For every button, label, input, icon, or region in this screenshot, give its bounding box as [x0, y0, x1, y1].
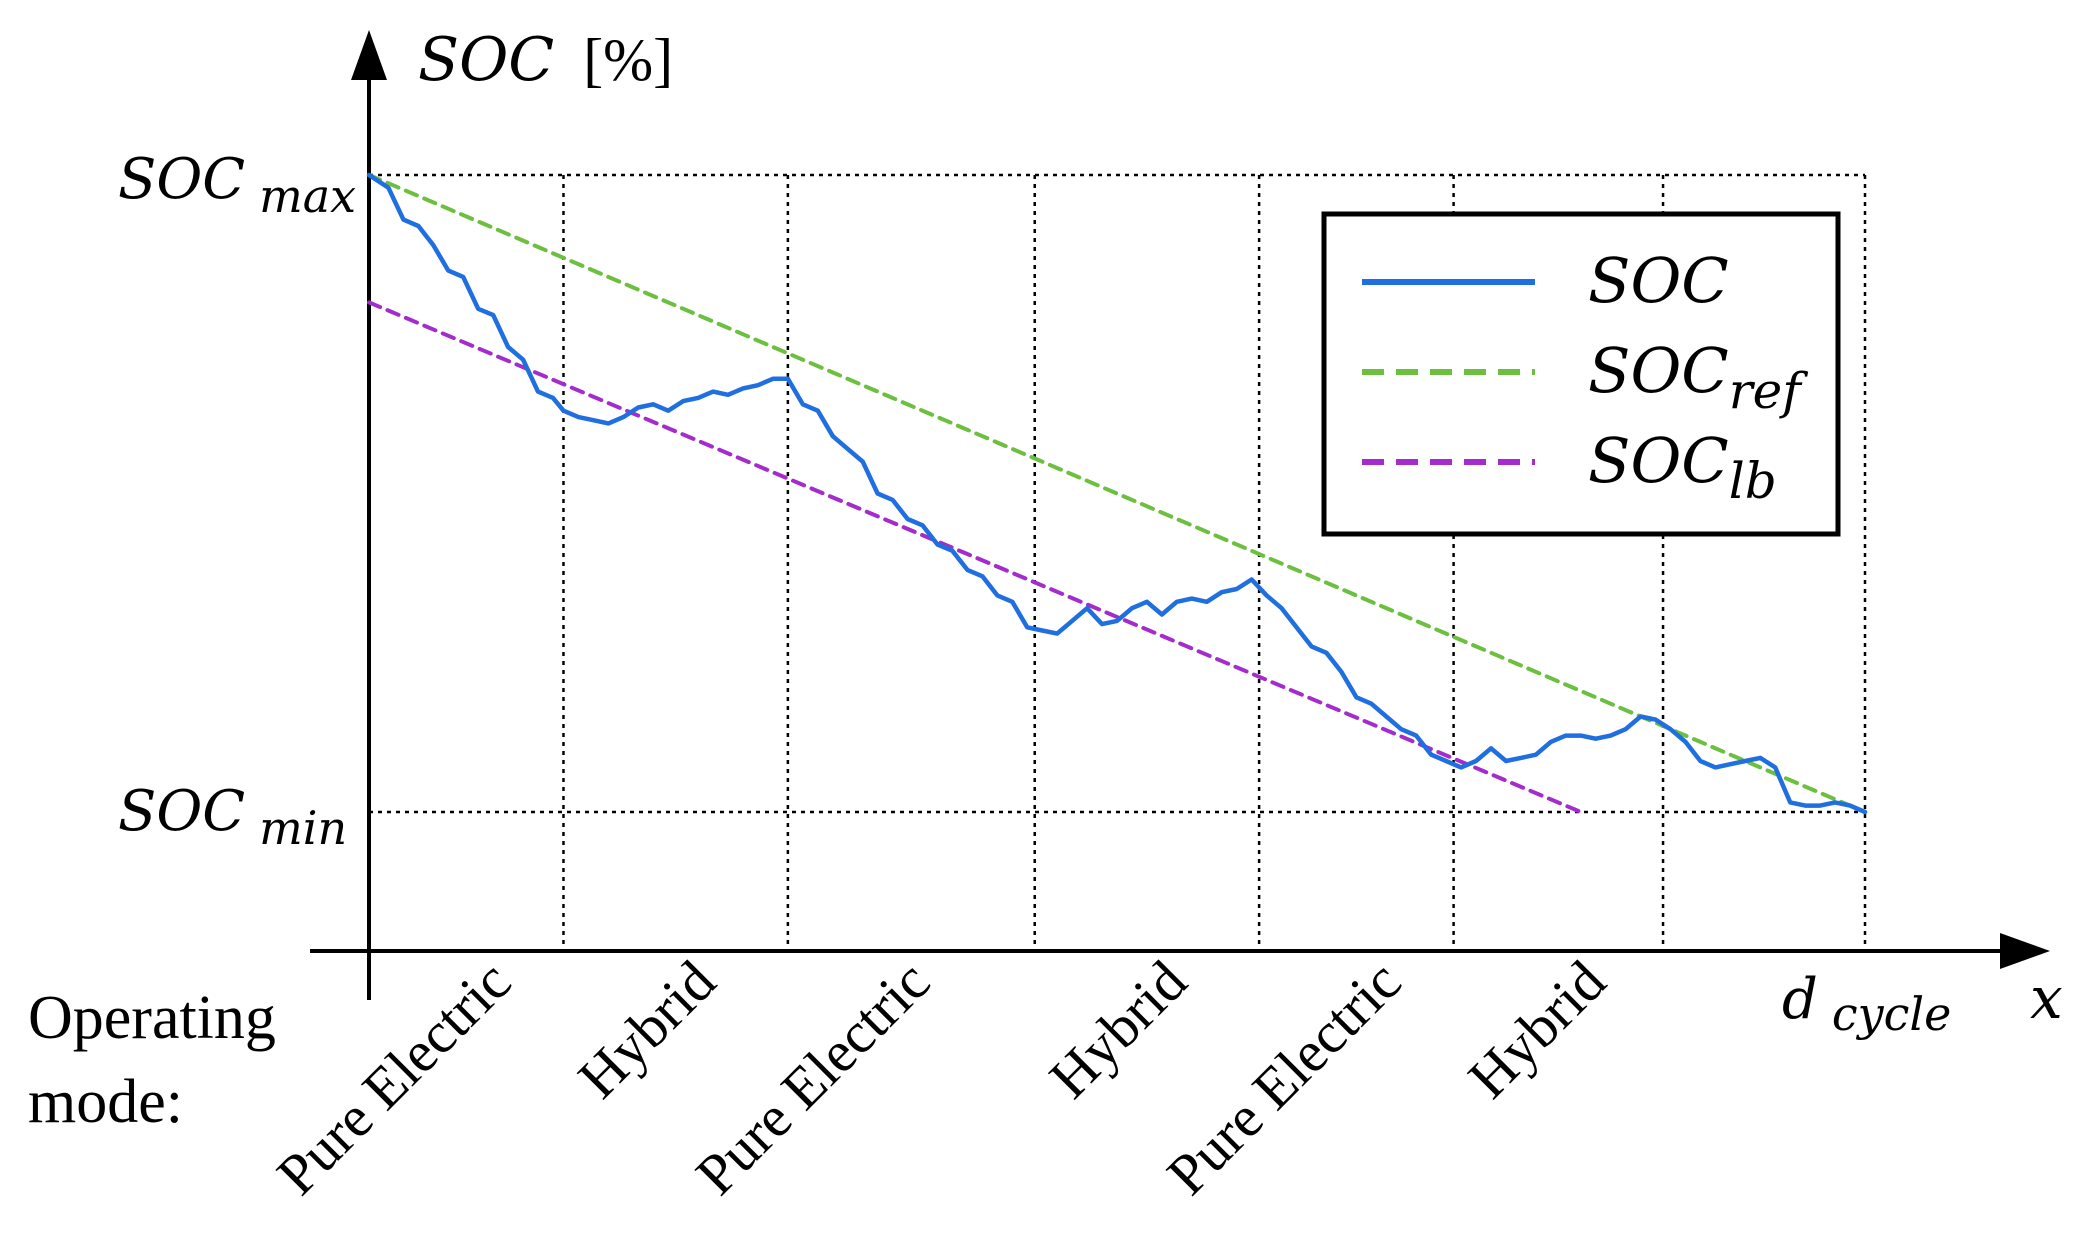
y-tick-max-sub: max — [259, 169, 356, 223]
mode-label: Hybrid — [1037, 948, 1199, 1110]
mode-label: Hybrid — [566, 948, 728, 1110]
y-axis-title-unit: [%] — [583, 27, 673, 93]
mode-label: Pure Electric — [683, 948, 942, 1207]
operating-mode-line-1: Operating — [28, 984, 276, 1052]
mode-label: Pure Electric — [264, 948, 523, 1207]
x-axis-arrow — [2000, 933, 2050, 969]
operating-mode-line-2: mode: — [28, 1068, 183, 1136]
operating-mode-label: Operating mode: — [28, 984, 291, 1136]
series-line-soc — [366, 172, 1868, 815]
mode-label: Hybrid — [1456, 948, 1618, 1110]
series-group — [366, 172, 1868, 815]
y-axis-title-main: SOC — [418, 25, 554, 95]
legend-label-soc: SOC — [1588, 244, 1729, 317]
series-line-soc-ref — [367, 173, 1867, 814]
axes — [310, 30, 2050, 1000]
y-tick-min-sub: min — [259, 801, 347, 855]
y-axis-title: SOC [%] — [418, 25, 673, 95]
series-line-soc-lb — [367, 300, 1583, 814]
legend-label-soc-lb: SOClb — [1588, 424, 1777, 510]
x-end-label-sub: cycle — [1832, 987, 1951, 1041]
y-tick-label-min: SOC min — [118, 779, 347, 855]
mode-label: Pure Electric — [1154, 948, 1413, 1207]
y-tick-max-base: SOC — [118, 147, 245, 212]
x-end-label: d cycle — [1782, 967, 1951, 1041]
x-axis-title: x — [2030, 964, 2063, 1032]
legend: SOC SOCref SOClb — [1321, 211, 1841, 537]
x-end-label-base: d — [1782, 967, 1818, 1032]
legend-label-soc-ref: SOCref — [1588, 334, 1808, 420]
y-axis-arrow — [351, 30, 387, 80]
y-tick-min-base: SOC — [118, 779, 245, 844]
y-tick-label-max: SOC max — [118, 147, 356, 223]
